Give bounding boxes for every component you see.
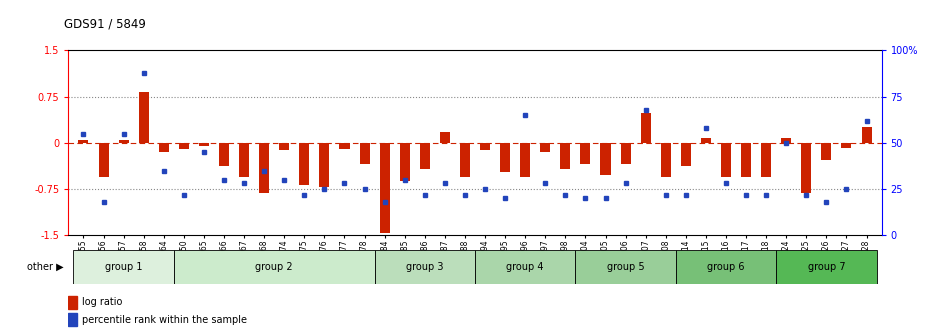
Bar — [159, 143, 169, 152]
Text: percentile rank within the sample: percentile rank within the sample — [82, 315, 247, 325]
Bar — [99, 143, 108, 177]
Bar — [521, 143, 530, 177]
Bar — [781, 138, 791, 143]
Bar — [73, 250, 174, 284]
Bar — [380, 143, 389, 234]
Text: GDS91 / 5849: GDS91 / 5849 — [64, 17, 145, 30]
Bar — [576, 250, 675, 284]
Text: group 7: group 7 — [808, 262, 846, 272]
Bar — [500, 143, 510, 172]
Bar — [776, 250, 877, 284]
Bar — [560, 143, 570, 169]
Text: group 5: group 5 — [607, 262, 644, 272]
Bar — [741, 143, 751, 177]
Bar — [219, 143, 229, 166]
Bar — [339, 143, 350, 149]
Bar — [460, 143, 470, 177]
Bar — [279, 143, 289, 150]
Bar — [199, 143, 209, 146]
Bar — [68, 313, 77, 326]
Bar — [681, 143, 691, 166]
Bar — [299, 143, 310, 185]
Text: other ▶: other ▶ — [27, 262, 64, 272]
Bar — [374, 250, 475, 284]
Bar — [721, 143, 731, 177]
Bar — [862, 127, 871, 143]
Bar — [68, 296, 77, 309]
Bar — [620, 143, 631, 164]
Bar — [822, 143, 831, 160]
Bar — [79, 140, 88, 143]
Bar — [842, 143, 851, 148]
Bar — [580, 143, 591, 164]
Bar — [179, 143, 189, 149]
Bar — [400, 143, 409, 181]
Text: group 1: group 1 — [104, 262, 142, 272]
Bar — [640, 113, 651, 143]
Bar — [440, 132, 450, 143]
Bar — [259, 143, 269, 193]
Bar — [600, 143, 611, 175]
Bar — [475, 250, 576, 284]
Bar — [174, 250, 374, 284]
Bar — [359, 143, 370, 164]
Bar — [701, 138, 711, 143]
Bar — [541, 143, 550, 152]
Text: group 3: group 3 — [406, 262, 444, 272]
Bar — [761, 143, 771, 177]
Bar — [119, 140, 128, 143]
Text: group 6: group 6 — [707, 262, 745, 272]
Bar — [420, 143, 429, 169]
Bar — [801, 143, 811, 193]
Bar — [675, 250, 776, 284]
Bar — [139, 92, 149, 143]
Bar — [239, 143, 249, 177]
Text: group 4: group 4 — [506, 262, 544, 272]
Bar — [319, 143, 330, 187]
Text: group 2: group 2 — [256, 262, 293, 272]
Bar — [480, 143, 490, 150]
Bar — [661, 143, 671, 177]
Text: log ratio: log ratio — [82, 297, 122, 307]
